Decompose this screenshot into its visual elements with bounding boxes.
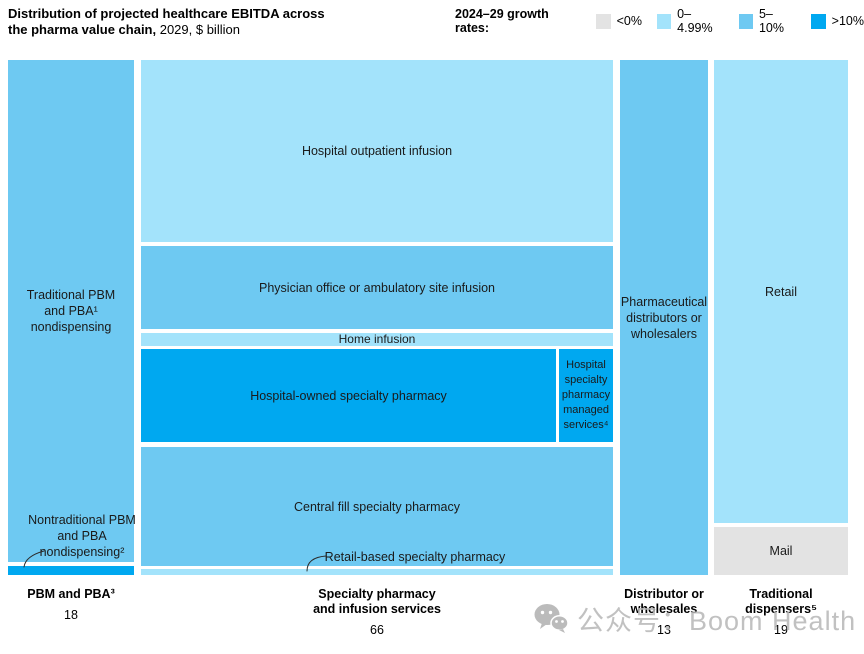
column-footer-specialty-pharmacy: Specialty pharmacy and infusion services… <box>141 587 613 638</box>
segment-label: Traditional PBM and PBA¹ nondispensing <box>26 288 116 334</box>
legend-item-mid: 5–10% <box>738 7 796 35</box>
segment-label: Mail <box>769 544 793 558</box>
legend-label: >10% <box>831 14 864 28</box>
segment-label: Hospital-owned specialty pharmacy <box>250 388 447 403</box>
legend-heading: 2024–29 growth rates: <box>455 7 549 35</box>
segment-pharmaceutical-distributors-wholesalers: Pharmaceutical distributors or wholesale… <box>620 60 708 575</box>
column-label: Traditional <box>749 587 813 601</box>
column-footer-traditional-dispensers: Traditional dispensers⁵ 19 <box>714 587 848 638</box>
column-label: and infusion services <box>313 602 441 616</box>
legend-swatch-low <box>657 13 672 29</box>
segment-retail: Retail <box>714 60 848 523</box>
column-footer-distributor: Distributor or wholesales 13 <box>600 587 728 638</box>
segment-central-fill-specialty-pharmacy: Central fill specialty pharmacy <box>141 447 613 566</box>
page-title: Distribution of projected healthcare EBI… <box>8 6 325 38</box>
segment-physician-office-infusion: Physician office or ambulatory site infu… <box>141 246 613 329</box>
segment-label: Hospital specialty pharmacy managed serv… <box>561 359 611 431</box>
column-total: 13 <box>657 623 671 637</box>
legend-swatch-mid <box>738 13 753 29</box>
column-total: 19 <box>774 623 788 637</box>
column-label: wholesales <box>630 602 698 616</box>
legend-swatch-negative <box>595 13 611 29</box>
column-label: Specialty pharmacy <box>318 587 436 601</box>
legend-item-high: >10% <box>810 13 864 29</box>
segment-label: Hospital outpatient infusion <box>301 144 453 158</box>
legend-item-negative: <0% <box>595 13 642 29</box>
legend-label: <0% <box>616 14 642 28</box>
segment-home-infusion: Home infusion <box>141 331 613 346</box>
watermark-text: 公众号：Boom Health <box>577 606 857 636</box>
segment-hospital-specialty-pharmacy-managed-services: Hospital specialty pharmacy managed serv… <box>559 349 613 442</box>
segment-nontraditional-pbm-pba-bar <box>8 566 134 575</box>
segment-label: Home infusion <box>338 331 416 346</box>
segment-traditional-pbm-pba-nondispensing: Traditional PBM and PBA¹ nondispensing <box>8 60 134 562</box>
column-total: 66 <box>370 623 384 637</box>
segment-label-retail-based-specialty-pharmacy: Retail-based specialty pharmacy <box>324 550 506 564</box>
segment-label-nontraditional-pbm-pba: Nontraditional PBM and PBA nondispensing… <box>28 513 136 559</box>
segment-label: Central fill specialty pharmacy <box>293 500 461 514</box>
segment-label: Pharmaceutical distributors or wholesale… <box>620 294 708 341</box>
growth-rate-legend: 2024–29 growth rates: <0% 0–4.99% 5–10% … <box>455 7 864 35</box>
column-label: Distributor or <box>624 587 704 601</box>
column-footer-pbm-pba: PBM and PBA³ 18 <box>8 587 134 623</box>
title-line-2: the pharma value chain, 2029, $ billion <box>8 22 240 37</box>
segment-mail: Mail <box>714 527 848 575</box>
legend-item-low: 0–4.99% <box>657 7 724 35</box>
legend-label: 5–10% <box>758 7 784 35</box>
segment-hospital-outpatient-infusion: Hospital outpatient infusion <box>141 60 613 242</box>
wechat-icon <box>534 604 568 633</box>
watermark: 公众号：Boom Health <box>534 599 856 638</box>
title-line-1: Distribution of projected healthcare EBI… <box>8 6 325 21</box>
segment-retail-based-specialty-pharmacy-bar <box>141 569 613 575</box>
column-label: dispensers⁵ <box>745 602 817 616</box>
column-label: PBM and PBA³ <box>27 587 115 601</box>
legend-swatch-high <box>810 13 826 29</box>
column-total: 18 <box>64 608 78 622</box>
segment-label: Physician office or ambulatory site infu… <box>259 280 495 295</box>
segment-label: Retail <box>765 284 797 299</box>
segment-hospital-owned-specialty-pharmacy: Hospital-owned specialty pharmacy <box>141 349 556 442</box>
legend-label: 0–4.99% <box>677 7 713 35</box>
